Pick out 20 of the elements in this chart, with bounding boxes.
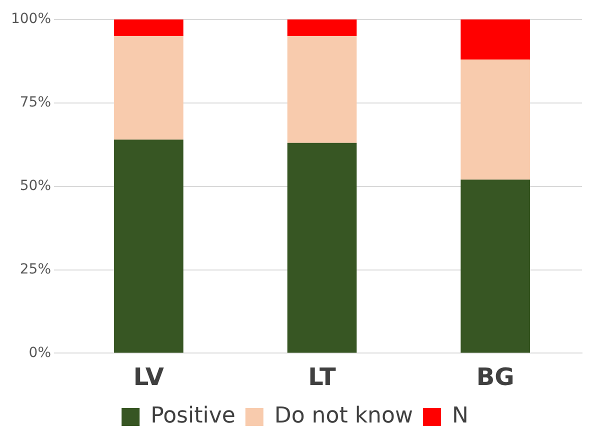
y-tick-label: 0% (28, 344, 52, 361)
x-tick-label: LV (133, 362, 164, 391)
bar (287, 19, 357, 36)
bar (114, 36, 184, 140)
bar (287, 36, 357, 143)
legend-label: Positive (150, 404, 236, 429)
bar (460, 180, 530, 353)
bar (114, 140, 184, 353)
bar (114, 19, 184, 36)
y-tick-label: 75% (20, 94, 52, 110)
bar (287, 142, 357, 353)
x-tick-label: LT (308, 362, 336, 391)
bar (460, 59, 530, 180)
legend-label: Do not know (274, 404, 413, 429)
y-tick-label: 100% (10, 11, 52, 28)
y-tick-label: 25% (20, 261, 52, 278)
bar (460, 19, 530, 60)
x-tick-label: BG (476, 362, 514, 391)
legend-label: N (452, 404, 468, 429)
y-tick-label: 50% (20, 178, 52, 194)
